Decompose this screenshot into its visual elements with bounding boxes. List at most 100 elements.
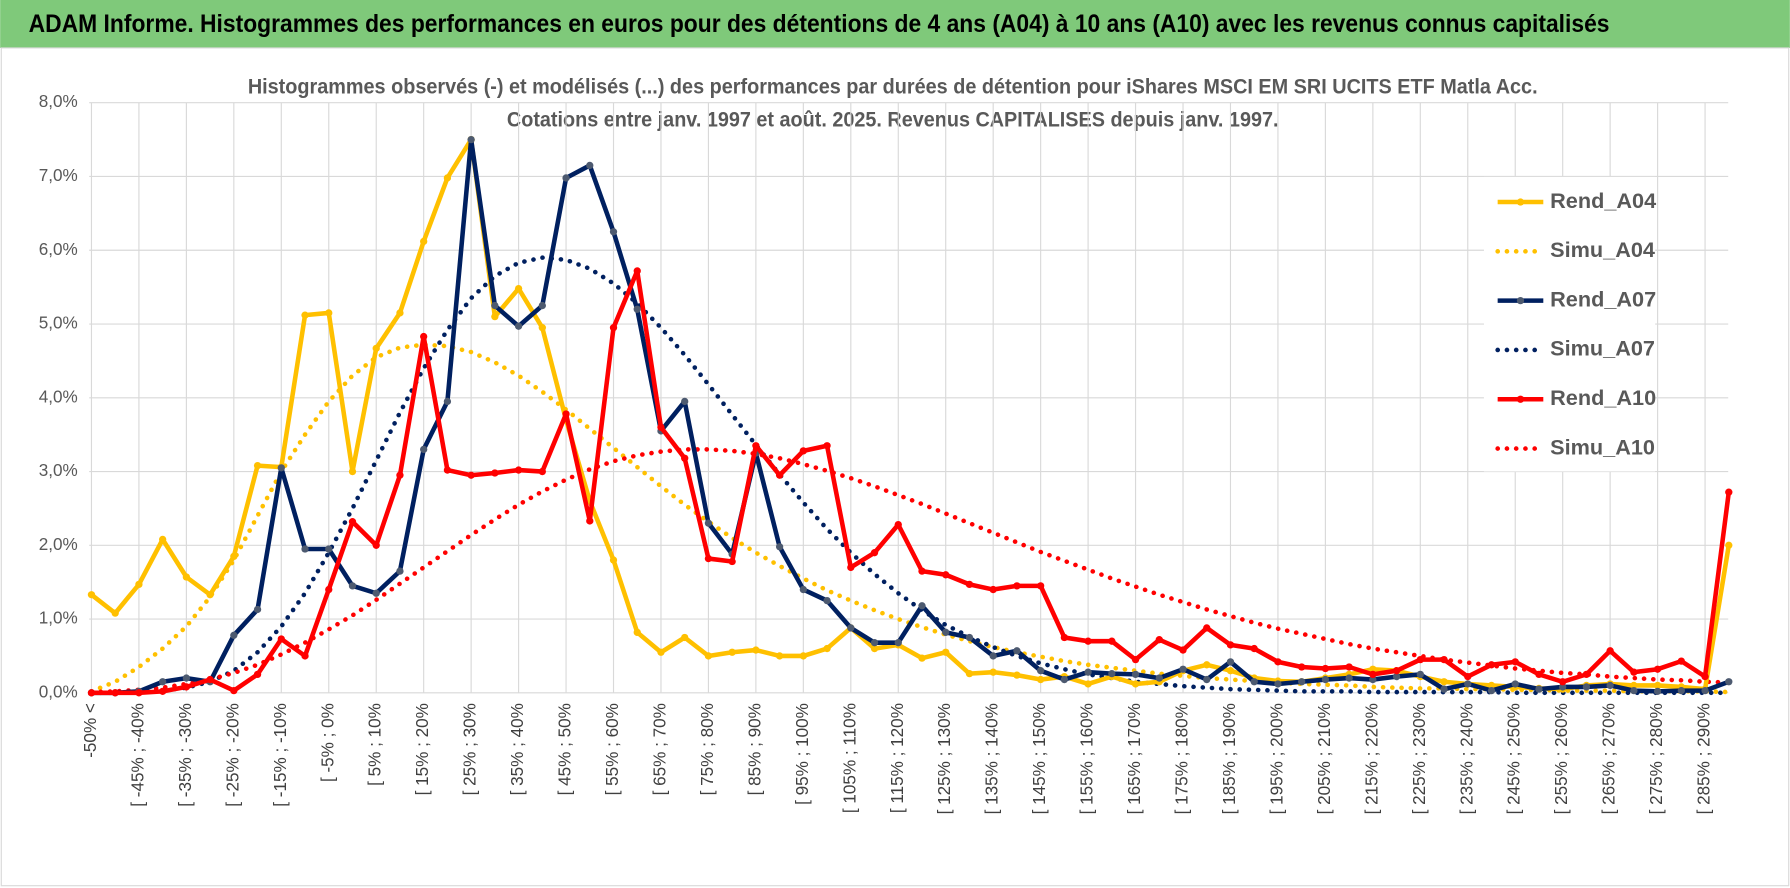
series-marker (1582, 670, 1591, 679)
x-tick-label: [ -5% ; 0% (318, 703, 337, 782)
series-marker (894, 639, 902, 647)
x-tick-label: [ 265% ; 270% (1600, 703, 1619, 814)
series-marker (514, 322, 523, 330)
series-marker (348, 467, 357, 476)
series-marker (396, 309, 404, 317)
series-marker (1464, 680, 1472, 688)
series-marker (965, 669, 974, 678)
legend-label: Simu_A10 (1550, 434, 1655, 459)
x-tick-label: [ 115% ; 120% (888, 703, 907, 813)
series-marker (491, 312, 499, 321)
x-tick-label: [ -35% ; -30% (176, 703, 195, 807)
series-marker (609, 556, 618, 564)
series-marker (847, 624, 855, 632)
series-marker (206, 591, 214, 599)
series-marker (799, 585, 807, 594)
series-marker (1653, 681, 1662, 690)
series-marker (1487, 686, 1496, 695)
series-marker (253, 670, 262, 679)
series-marker (420, 237, 428, 246)
series-marker (158, 687, 167, 695)
legend-label: Rend_A07 (1550, 286, 1656, 311)
series-marker (894, 520, 902, 529)
series-marker (1464, 672, 1472, 681)
series-marker (681, 454, 689, 462)
y-tick-label: 6,0% (39, 240, 78, 259)
x-tick-label: [ 135% ; 140% (983, 703, 1002, 814)
series-marker (1060, 675, 1069, 684)
series-marker (562, 174, 570, 182)
x-tick-label: [ 55% ; 60% (603, 703, 622, 795)
series-marker (704, 519, 713, 527)
series-marker (775, 471, 784, 479)
series-marker (1701, 686, 1709, 695)
series-marker (918, 602, 926, 610)
series-marker (514, 284, 523, 293)
series-marker (467, 135, 475, 144)
legend-label: Simu_A07 (1550, 336, 1655, 361)
x-tick-label: [ 45% ; 50% (556, 703, 575, 795)
series-marker (1274, 680, 1282, 688)
y-tick-label: 1,0% (39, 609, 78, 628)
series-marker (514, 466, 523, 474)
series-marker (633, 305, 641, 313)
series-marker (1226, 641, 1235, 649)
series-marker (182, 674, 191, 682)
series-marker (799, 447, 807, 455)
x-tick-label: [ 205% ; 210% (1315, 703, 1334, 814)
series-marker (1725, 678, 1733, 686)
series-marker (1108, 637, 1116, 645)
series-marker (1131, 680, 1140, 688)
series-marker (704, 554, 713, 563)
series-line (90, 137, 1732, 692)
series-marker (918, 654, 926, 662)
series-marker (681, 397, 689, 406)
series-marker (1298, 663, 1306, 671)
series-marker (206, 675, 214, 684)
series-marker (728, 648, 736, 656)
series-marker (752, 442, 760, 450)
x-tick-label: [ 225% ; 230% (1410, 703, 1429, 814)
series-marker (965, 633, 974, 642)
x-tick-label: [ 85% ; 90% (745, 703, 764, 795)
series-marker (1630, 681, 1638, 690)
series-marker (1036, 675, 1045, 684)
x-tick-label: [ 185% ; 190% (1220, 703, 1239, 814)
series-marker (1440, 655, 1448, 664)
series-marker (372, 344, 380, 353)
series-marker (1036, 582, 1045, 590)
series-marker (775, 543, 784, 551)
series-marker (1440, 685, 1448, 693)
series-marker (158, 535, 167, 544)
series-marker (1321, 675, 1330, 684)
series-marker (1416, 670, 1424, 679)
series-marker (1487, 681, 1496, 690)
series-marker (1677, 657, 1685, 665)
series-marker (253, 461, 262, 470)
series-marker (1416, 655, 1424, 664)
series-marker (1298, 678, 1306, 686)
series-marker (1250, 644, 1258, 653)
x-tick-label: [ 155% ; 160% (1078, 703, 1097, 814)
series-marker (1725, 541, 1733, 549)
series-marker (1511, 680, 1519, 688)
series-marker (325, 309, 333, 317)
y-tick-label: 2,0% (39, 535, 78, 554)
series-marker (1392, 672, 1401, 681)
series-marker (633, 628, 641, 636)
x-tick-label: [ 145% ; 150% (1030, 703, 1049, 814)
series-marker (1274, 658, 1282, 666)
x-tick-label: [ 255% ; 260% (1552, 703, 1571, 814)
legend-label: Rend_A10 (1550, 385, 1656, 410)
y-tick-label: 4,0% (39, 387, 78, 406)
series-marker (182, 683, 191, 691)
x-tick-label: [ 175% ; 180% (1173, 703, 1192, 814)
series-marker (348, 582, 357, 590)
series-marker (1582, 683, 1591, 691)
series-marker (1630, 686, 1638, 695)
series-marker (1369, 675, 1377, 684)
series-marker (657, 423, 665, 431)
series-marker (277, 464, 285, 472)
x-tick-label: [ 65% ; 70% (650, 703, 669, 795)
